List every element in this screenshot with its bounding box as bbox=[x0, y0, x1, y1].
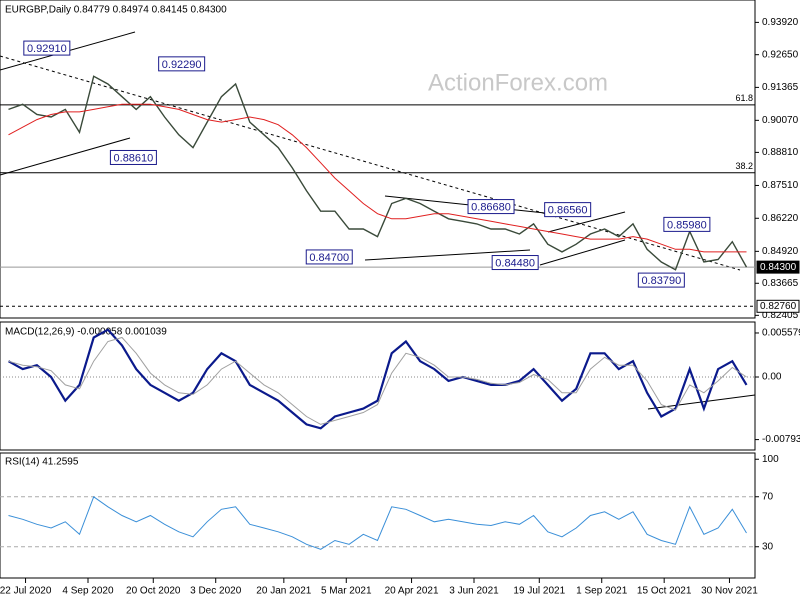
price-panel bbox=[0, 0, 756, 319]
y-tick-label: 0.90070 bbox=[762, 115, 799, 126]
series-line bbox=[8, 496, 747, 550]
x-tick-label: 20 Oct 2020 bbox=[126, 586, 181, 597]
annotation-label: 0.86680 bbox=[471, 201, 511, 213]
rsi-panel bbox=[0, 452, 756, 579]
y-tick-label: 0.91365 bbox=[762, 82, 799, 93]
y-tick-label: 100 bbox=[762, 454, 779, 465]
x-tick-label: 3 Dec 2020 bbox=[190, 586, 242, 597]
x-tick-label: 1 Sep 2021 bbox=[576, 586, 628, 597]
x-tick-label: 19 Jul 2021 bbox=[513, 586, 565, 597]
macd-title: MACD(12,26,9) -0.000058 0.001039 bbox=[5, 327, 167, 338]
level-box bbox=[756, 260, 800, 274]
trendline bbox=[0, 55, 741, 271]
annotation-label: 0.84480 bbox=[495, 257, 535, 269]
fib-label: 61.8 bbox=[735, 93, 753, 103]
y-tick-label: 0.88810 bbox=[762, 147, 799, 158]
x-tick-label: 3 Jun 2021 bbox=[449, 586, 499, 597]
channel-line bbox=[539, 239, 626, 266]
x-tick-label: 4 Sep 2020 bbox=[62, 586, 114, 597]
x-tick-label: 20 Jan 2021 bbox=[256, 586, 311, 597]
annotation-label: 0.92290 bbox=[162, 59, 202, 71]
annotation-box bbox=[663, 216, 711, 232]
annotation-box bbox=[544, 202, 592, 218]
series-line bbox=[8, 75, 748, 271]
annotation-label: 0.92910 bbox=[27, 43, 67, 55]
annotation-box bbox=[158, 56, 206, 72]
level-label: 0.84300 bbox=[760, 262, 797, 273]
y-tick-label: 0.84920 bbox=[762, 246, 799, 257]
channel-line bbox=[384, 195, 546, 214]
x-tick-label: 22 Jul 2020 bbox=[0, 586, 52, 597]
y-tick-label: 0.83665 bbox=[762, 278, 799, 289]
rsi-title: RSI(14) 41.2595 bbox=[5, 457, 79, 468]
level-box bbox=[756, 299, 800, 313]
y-tick-label: 0.005579 bbox=[762, 328, 800, 339]
series-line bbox=[7, 328, 748, 430]
annotation-label: 0.85980 bbox=[667, 219, 707, 231]
channel-line bbox=[0, 137, 131, 176]
y-tick-label: 70 bbox=[762, 491, 774, 502]
x-tick-label: 15 Oct 2021 bbox=[637, 586, 692, 597]
level-label: 0.82760 bbox=[760, 301, 797, 312]
annotation-label: 0.83790 bbox=[641, 275, 681, 287]
annotation-box bbox=[637, 272, 685, 288]
y-tick-label: 0.87510 bbox=[762, 180, 799, 191]
annotation-box bbox=[491, 255, 539, 271]
x-tick-label: 20 Apr 2021 bbox=[385, 586, 439, 597]
watermark: ActionForex.com bbox=[428, 69, 608, 96]
y-tick-label: 0.82405 bbox=[762, 310, 799, 321]
annotation-box bbox=[305, 249, 353, 265]
annotation-box bbox=[23, 40, 71, 56]
y-tick-label: 0.86220 bbox=[762, 213, 799, 224]
annotation-box bbox=[109, 149, 157, 165]
macd-panel bbox=[0, 321, 756, 451]
x-tick-label: 5 Mar 2021 bbox=[321, 586, 372, 597]
channel-line bbox=[364, 249, 531, 261]
annotation-label: 0.86560 bbox=[548, 205, 588, 217]
x-tick-label: 30 Nov 2021 bbox=[701, 586, 758, 597]
price-title: EURGBP,Daily 0.84779 0.84974 0.84145 0.8… bbox=[5, 5, 227, 16]
y-tick-label: 0.00 bbox=[762, 372, 782, 383]
y-tick-label: 30 bbox=[762, 541, 774, 552]
y-tick-label: 0.93920 bbox=[762, 17, 799, 28]
annotation-label: 0.88610 bbox=[114, 152, 154, 164]
annotation-box bbox=[467, 199, 515, 215]
annotation-label: 0.84700 bbox=[309, 252, 349, 264]
series-line bbox=[8, 103, 747, 253]
channel-line bbox=[547, 211, 626, 233]
fib-label: 38.2 bbox=[735, 161, 753, 171]
y-tick-label: 0.92650 bbox=[762, 49, 799, 60]
series-line bbox=[8, 336, 747, 425]
